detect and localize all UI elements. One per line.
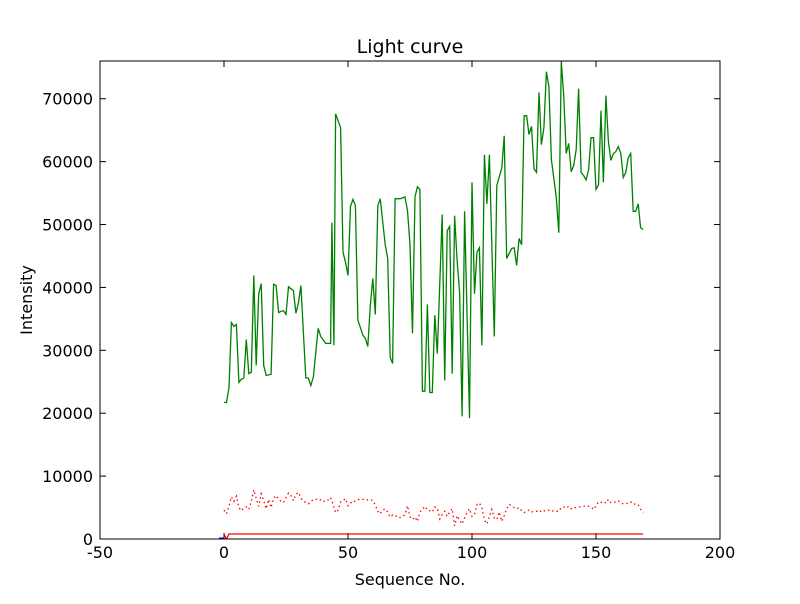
y-tick-label: 60000 bbox=[42, 153, 93, 172]
chart-title: Light curve bbox=[357, 36, 464, 58]
red-dotted-curve-line bbox=[223, 489, 644, 526]
y-tick-label: 20000 bbox=[42, 404, 93, 423]
x-axis-label: Sequence No. bbox=[355, 570, 466, 589]
plot-frame bbox=[99, 60, 721, 540]
x-tick-label: 200 bbox=[705, 543, 736, 562]
red-solid-curve-line bbox=[223, 533, 644, 539]
y-tick-label: 30000 bbox=[42, 341, 93, 360]
y-tick-label: 70000 bbox=[42, 90, 93, 109]
x-tick-label: -50 bbox=[87, 543, 113, 562]
green-curve-line bbox=[224, 61, 644, 419]
y-axis-label: Intensity bbox=[17, 265, 36, 335]
x-tick-label: 150 bbox=[581, 543, 612, 562]
y-tick-label: 50000 bbox=[42, 216, 93, 235]
y-tick-label: 0 bbox=[83, 530, 93, 549]
x-tick-label: 0 bbox=[219, 543, 229, 562]
y-tick-label: 40000 bbox=[42, 278, 93, 297]
y-tick-label: 10000 bbox=[42, 467, 93, 486]
x-tick-label: 100 bbox=[457, 543, 488, 562]
x-tick-label: 50 bbox=[338, 543, 358, 562]
